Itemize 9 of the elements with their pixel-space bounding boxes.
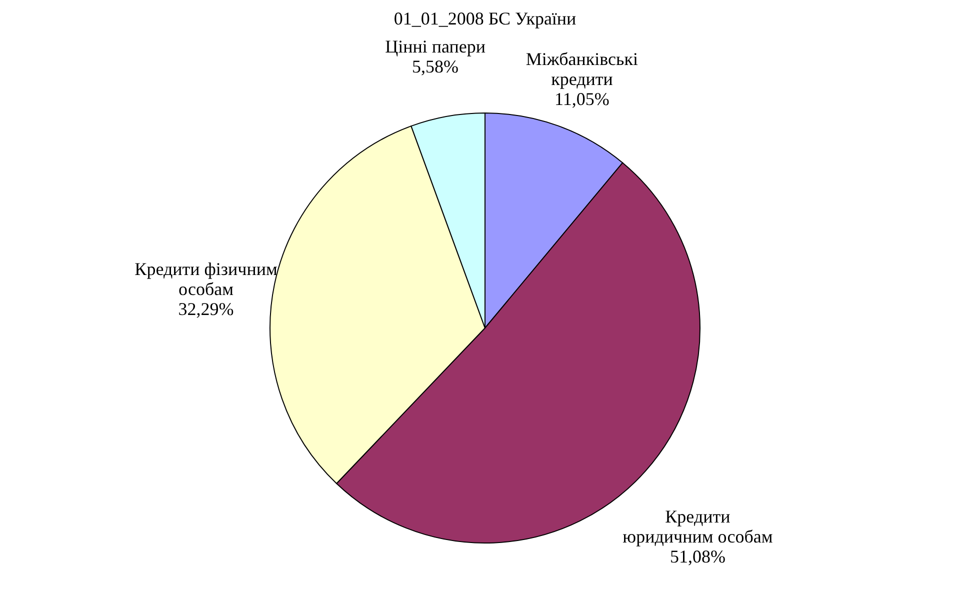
- data-label: 32,29%: [178, 298, 234, 319]
- data-label: 11,05%: [554, 89, 610, 109]
- slice-label: Цінні папери: [385, 36, 486, 56]
- slice-label: Кредити юридичним особам: [622, 506, 773, 547]
- slice-label: Кредити фізичним особам: [134, 258, 278, 299]
- data-label: 5,58%: [412, 56, 459, 76]
- data-label: 51,08%: [670, 546, 726, 567]
- slice-label: Міжбанківські кредити: [526, 49, 638, 89]
- chart-title: 01_01_2008 БС України: [394, 8, 577, 28]
